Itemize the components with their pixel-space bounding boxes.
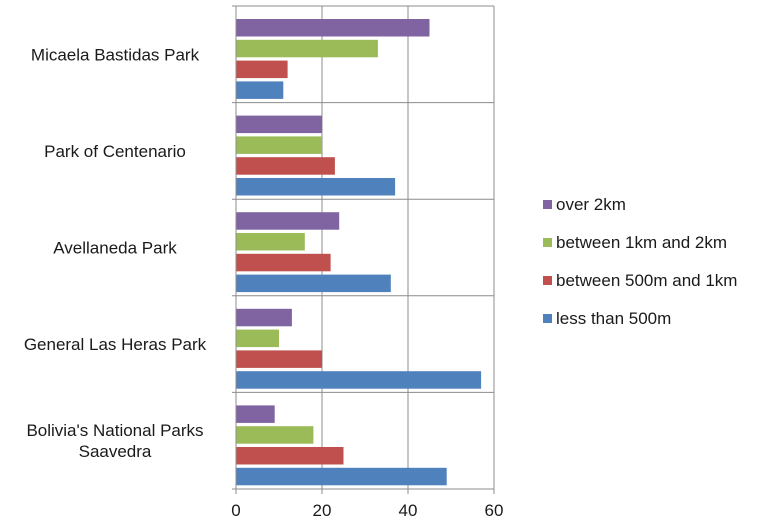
legend-label: less than 500m [556,309,671,328]
legend-swatch [543,276,552,285]
category-labels: Micaela Bastidas Park Park of Centenario A… [24,45,207,461]
legend-swatch [543,314,552,323]
bar [236,447,344,465]
bar [236,212,340,230]
legend-swatch [543,238,552,247]
x-tick-label: 20 [313,501,332,520]
x-tick-label: 60 [485,501,504,520]
bar [236,467,447,486]
bar [236,371,482,389]
bar [236,81,284,99]
grid-layer [321,6,495,489]
bar [236,274,391,293]
category-label: General Las Heras Park [24,335,207,354]
bar [236,329,279,348]
category-label: Bolivia's National Parks Saavedra [26,421,203,461]
bar [236,308,292,327]
x-tick-label: 40 [399,501,418,520]
legend: over 2km between 1km and 2km between 500m … [543,195,737,328]
legend-label: between 1km and 2km [556,233,727,252]
bar [236,426,314,444]
category-label: Avellaneda Park [53,239,177,258]
category-label: Micaela Bastidas Park [31,45,200,64]
bar [236,136,322,154]
bar [236,253,331,272]
x-tick-labels: 0 20 40 60 [231,501,503,520]
legend-label: between 500m and 1km [556,271,737,290]
bar [236,60,288,79]
axis-layer [232,5,495,494]
bar [236,157,335,175]
bar [236,350,322,368]
bar [236,233,305,251]
bars-layer [236,19,482,486]
bar [236,39,378,58]
x-tick-label: 0 [231,501,240,520]
legend-label: over 2km [556,195,626,214]
bar [236,19,430,37]
category-label: Park of Centenario [44,142,186,161]
legend-swatch [543,200,552,209]
bar [236,405,275,423]
bar [236,178,396,196]
bar [236,115,322,134]
